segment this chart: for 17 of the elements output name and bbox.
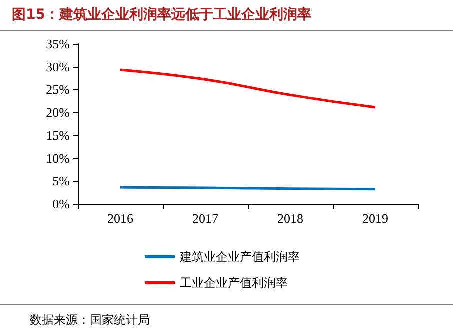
x-tick-label: 2019	[362, 211, 388, 226]
legend-label: 建筑业企业产值利润率	[179, 250, 300, 264]
source-note: 数据来源：国家统计局	[30, 312, 150, 329]
y-tick-label: 15%	[46, 128, 70, 143]
y-tick-label: 10%	[46, 150, 70, 166]
y-tick-label: 0%	[52, 196, 70, 212]
chart-title: 图15：建筑业企业利润率远低于工业企业利润率	[12, 6, 312, 24]
x-tick-label: 2017	[192, 211, 219, 226]
y-tick-label: 30%	[46, 59, 70, 74]
line-series	[119, 68, 377, 109]
x-tick-label: 2016	[108, 211, 134, 226]
y-tick-label: 25%	[46, 82, 70, 98]
y-tick-label: 5%	[52, 174, 70, 189]
legend-label: 工业企业产值利润率	[180, 276, 288, 290]
y-tick-label: 20%	[46, 105, 70, 120]
x-tick-label: 2018	[278, 211, 304, 226]
y-tick-label: 35%	[46, 36, 70, 52]
